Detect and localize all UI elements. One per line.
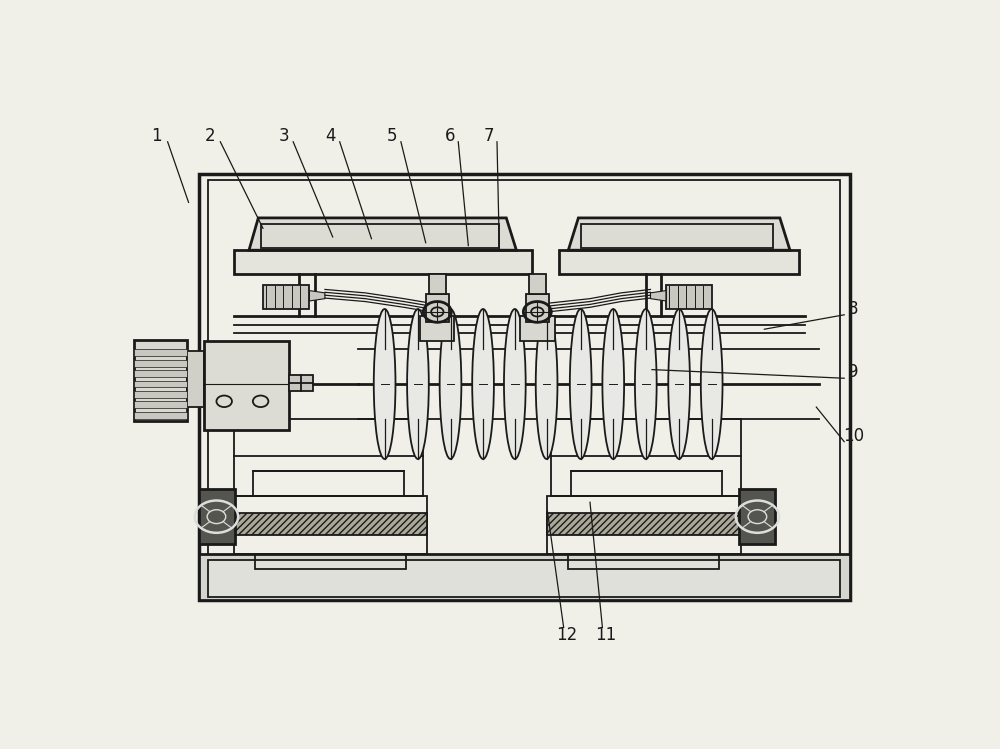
Text: 9: 9 [848,363,859,381]
Bar [134,412,187,419]
Text: 8: 8 [848,300,859,318]
Bar [208,181,840,593]
Bar [666,285,712,309]
Text: 5: 5 [387,127,398,145]
Bar [134,380,187,387]
Text: 1: 1 [151,127,161,145]
Polygon shape [568,218,790,250]
Text: 7: 7 [484,127,494,145]
Bar [134,349,187,357]
Bar [134,340,187,421]
Polygon shape [309,291,325,301]
Bar [234,250,532,274]
Bar [551,419,741,497]
Bar [547,513,741,535]
Bar [253,470,404,497]
Bar [526,294,549,322]
Bar [187,351,204,407]
Bar [571,470,722,497]
Bar [204,341,289,430]
Bar [234,419,423,497]
Bar [199,554,850,600]
Bar [547,497,741,554]
Ellipse shape [504,309,526,459]
Ellipse shape [701,309,723,459]
Polygon shape [249,218,516,250]
Bar [429,274,446,294]
Bar [134,360,187,367]
Ellipse shape [374,309,395,459]
Ellipse shape [635,309,657,459]
Bar [208,560,840,598]
Bar [529,274,546,294]
Text: 3: 3 [279,127,289,145]
Ellipse shape [602,309,624,459]
Bar [134,401,187,408]
Bar [255,554,406,568]
Bar [263,285,309,309]
Bar [559,250,799,274]
Ellipse shape [472,309,494,459]
Bar [568,554,719,568]
Text: 4: 4 [325,127,336,145]
Ellipse shape [536,309,557,459]
Bar [420,316,454,341]
Text: 11: 11 [595,626,616,644]
Bar [134,370,187,377]
Bar [739,489,775,544]
Bar [426,294,449,322]
Text: 10: 10 [843,427,864,445]
Ellipse shape [407,309,429,459]
Bar [234,497,427,554]
Ellipse shape [440,309,461,459]
Bar [234,513,427,535]
Text: 12: 12 [556,626,577,644]
Bar [520,316,555,341]
Bar [261,224,499,248]
Polygon shape [650,291,666,301]
Bar [289,374,313,391]
Bar [199,174,850,600]
Bar [581,224,773,248]
Text: 2: 2 [205,127,216,145]
Ellipse shape [570,309,592,459]
Ellipse shape [668,309,690,459]
Bar [199,489,235,544]
Bar [134,391,187,398]
Text: 6: 6 [445,127,456,145]
